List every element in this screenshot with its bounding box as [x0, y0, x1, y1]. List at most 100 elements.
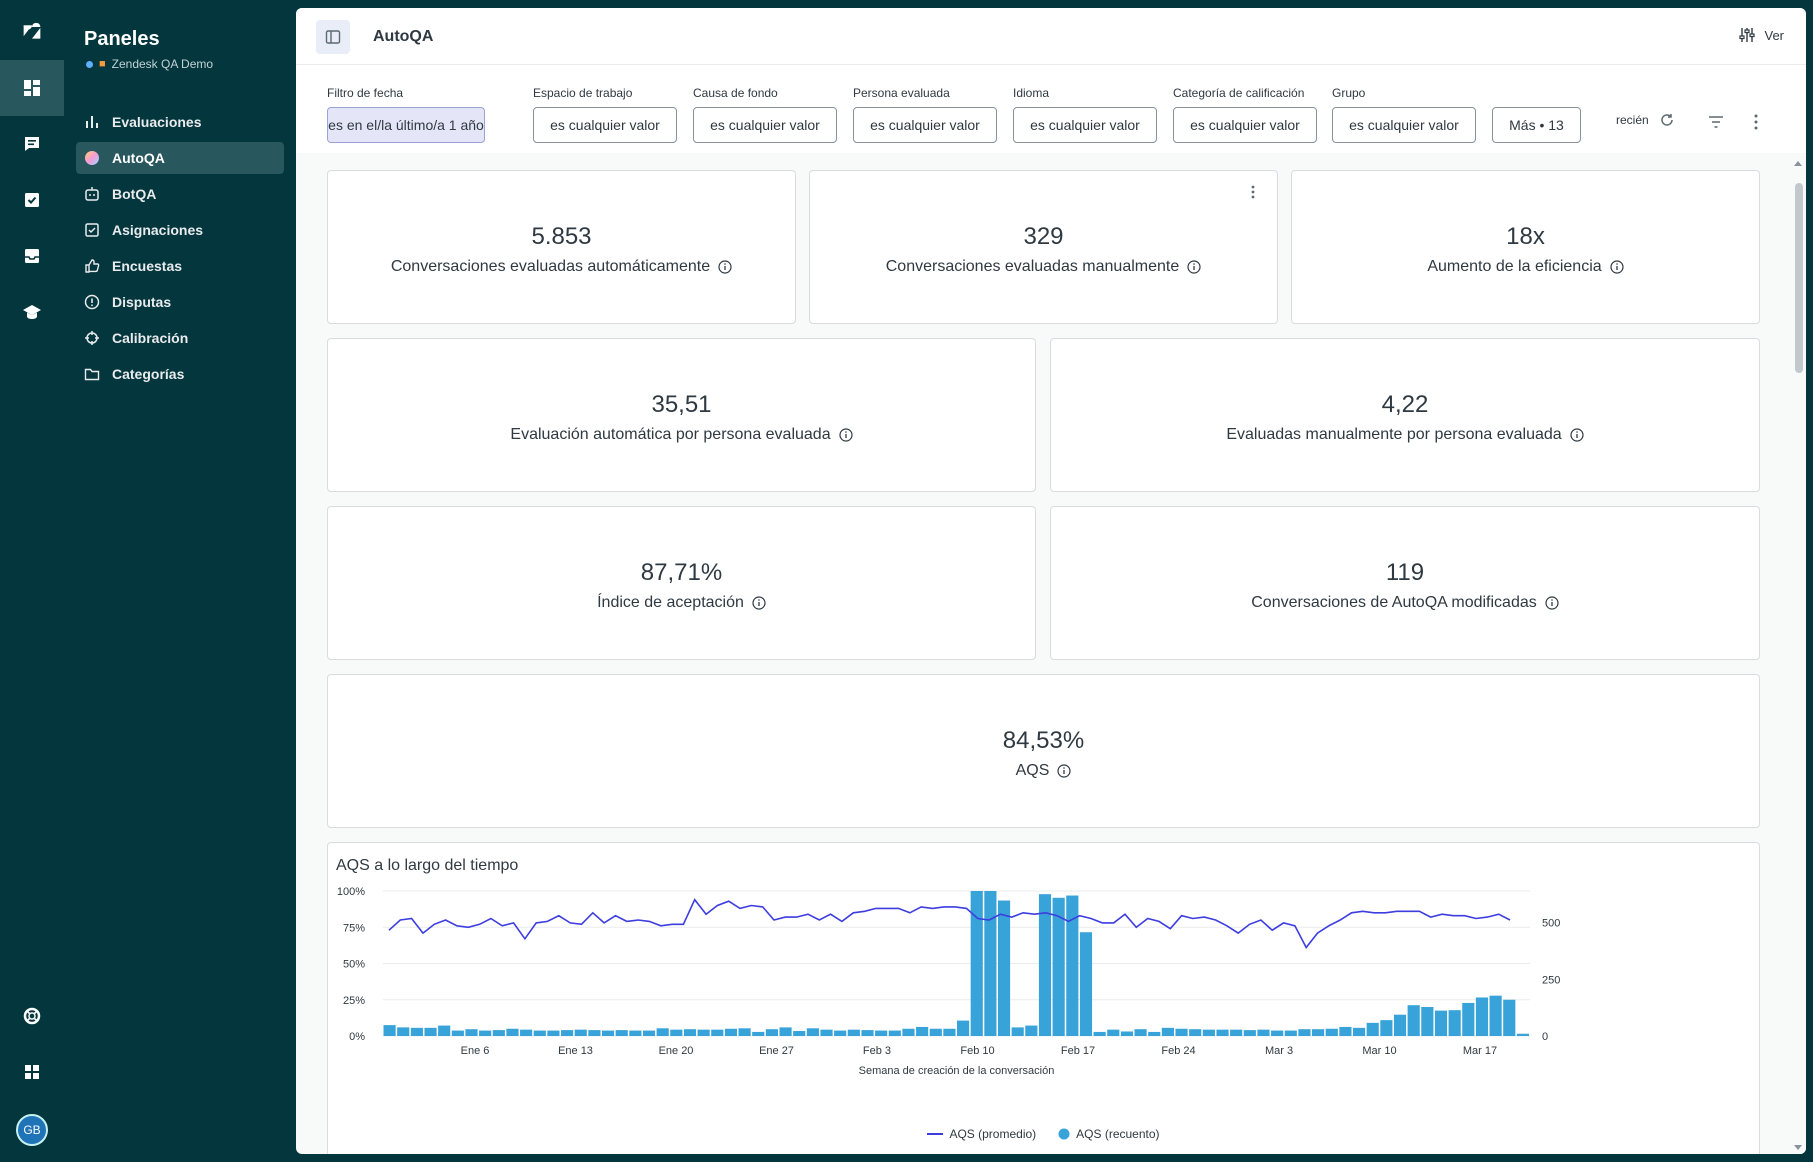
top-bar: AutoQA Ver — [296, 8, 1806, 65]
chart-bar — [1475, 997, 1489, 1036]
filter-reviewee-select[interactable]: es cualquier valor — [853, 107, 997, 143]
bot-icon — [85, 187, 99, 201]
filter-root-cause-select[interactable]: es cualquier valor — [693, 107, 837, 143]
kpi-value: 4,22 — [1381, 391, 1429, 418]
chart-bar — [1079, 932, 1093, 1036]
chart-bar — [1066, 895, 1079, 1036]
kpi-card-auto-per-person: 35,51 Evaluación automática por persona … — [327, 338, 1036, 492]
kpi-label: Índice de aceptación — [328, 594, 1035, 612]
chart-bar — [601, 1030, 615, 1036]
avatar[interactable]: GB — [16, 1114, 48, 1146]
info-icon[interactable] — [752, 596, 766, 610]
filter-label — [1492, 86, 1581, 100]
chart-title: AQS a lo largo del tiempo — [336, 857, 519, 874]
chart-bar — [588, 1030, 601, 1036]
chart-legend: AQS (promedio) AQS (recuento) — [328, 1127, 1759, 1141]
filter-date-select[interactable]: es en el/la último/a 1 año — [327, 107, 485, 143]
sidebar-item-encuestas[interactable]: Encuestas — [76, 250, 284, 282]
kpi-value: 119 — [1385, 559, 1425, 586]
chart-bar — [1284, 1030, 1297, 1036]
chart-card-aqs-over-time: AQS a lo largo del tiempo 0% 25% 50% 75% 100… — [327, 842, 1760, 1154]
sidebar-item-calibracion[interactable]: Calibración — [76, 322, 284, 354]
thumbs-up-icon — [85, 259, 100, 273]
sidebar-item-label: BotQA — [112, 186, 157, 202]
legend-item-count[interactable]: AQS (recuento) — [1058, 1127, 1160, 1141]
apps-grid-icon[interactable] — [0, 1044, 64, 1100]
scroll-down-icon[interactable] — [1794, 1145, 1802, 1150]
filter-group: Grupo es cualquier valor — [1332, 86, 1476, 143]
chart-bar — [574, 1029, 587, 1036]
info-icon[interactable] — [1187, 260, 1201, 274]
chart-bar — [1025, 1025, 1038, 1036]
x-tick-label: Feb 3 — [863, 1045, 891, 1057]
filter-group-select[interactable]: es cualquier valor — [1332, 107, 1476, 143]
dot-swatch-icon — [1058, 1128, 1070, 1140]
chart-bar — [642, 1030, 656, 1036]
sidebar-item-categorias[interactable]: Categorías — [76, 358, 284, 390]
info-icon[interactable] — [839, 428, 853, 442]
panel-toggle-button[interactable] — [316, 20, 350, 54]
chart-bar — [1216, 1029, 1229, 1036]
legend-item-average[interactable]: AQS (promedio) — [927, 1127, 1036, 1141]
info-icon[interactable] — [1570, 428, 1584, 442]
sidebar-item-autoqa[interactable]: AutoQA — [76, 142, 284, 174]
x-tick-label: Feb 10 — [960, 1045, 994, 1057]
info-icon[interactable] — [1610, 260, 1624, 274]
inbox-icon[interactable] — [0, 228, 64, 284]
info-icon[interactable] — [1545, 596, 1559, 610]
kpi-label: Evaluación automática por persona evalua… — [328, 426, 1035, 444]
scroll-up-icon[interactable] — [1794, 161, 1802, 166]
x-tick-label: Ene 13 — [558, 1045, 593, 1057]
filter-rating-category-select[interactable]: es cualquier valor — [1173, 107, 1317, 143]
card-menu-icon[interactable] — [1251, 185, 1255, 199]
chart-bar — [1448, 1010, 1461, 1036]
filter-language-select[interactable]: es cualquier valor — [1013, 107, 1157, 143]
sidebar-item-disputas[interactable]: Disputas — [76, 286, 284, 318]
view-button[interactable]: Ver — [1738, 26, 1784, 44]
chart-bar — [943, 1028, 956, 1036]
chart-bar — [1052, 897, 1065, 1036]
info-icon[interactable] — [718, 260, 732, 274]
chart-bar — [875, 1030, 888, 1036]
chart-bar — [1243, 1030, 1256, 1036]
chart-bar — [888, 1030, 901, 1036]
more-filters-button[interactable]: Más • 13 — [1492, 107, 1581, 143]
zendesk-logo[interactable] — [0, 4, 64, 60]
support-icon[interactable] — [0, 988, 64, 1044]
chat-icon[interactable] — [0, 116, 64, 172]
check-square-icon[interactable] — [0, 172, 64, 228]
nav-title: Paneles — [84, 28, 160, 50]
chart-bar — [1202, 1029, 1215, 1036]
chart-bar — [465, 1029, 478, 1036]
sidebar-item-evaluaciones[interactable]: Evaluaciones — [76, 106, 284, 138]
scroll-thumb[interactable] — [1795, 183, 1803, 373]
chart-bar — [1339, 1026, 1352, 1036]
chart-bar — [957, 1020, 970, 1036]
chart-bar — [1230, 1029, 1243, 1036]
filter-lines-icon[interactable] — [1706, 112, 1726, 132]
refresh-button[interactable]: recién — [1616, 112, 1675, 128]
sidebar-item-label: Calibración — [112, 330, 189, 346]
y-left-tick-label: 100% — [337, 886, 365, 898]
crosshair-icon — [85, 331, 99, 345]
workspace-label[interactable]: ■ Zendesk QA Demo — [86, 57, 213, 71]
chart-bar — [656, 1028, 669, 1036]
filter-label: Categoría de calificación — [1173, 86, 1305, 100]
chart-bar — [438, 1025, 451, 1036]
filter-workspace-select[interactable]: es cualquier valor — [533, 107, 677, 143]
info-icon[interactable] — [1057, 764, 1071, 778]
chart-bar — [1120, 1031, 1134, 1036]
kpi-label: Aumento de la eficiencia — [1292, 258, 1759, 276]
filter-label: Filtro de fecha — [327, 86, 404, 100]
bar-chart-icon — [86, 116, 98, 128]
chart-bar — [1407, 1005, 1420, 1036]
scrollbar[interactable] — [1791, 153, 1806, 1154]
kpi-label: Conversaciones evaluadas manualmente — [810, 258, 1277, 276]
dashboard-icon[interactable] — [0, 60, 64, 116]
kpi-card-aqs: 84,53% AQS — [327, 674, 1760, 828]
chart-bar — [1434, 1010, 1448, 1036]
sidebar-item-botqa[interactable]: BotQA — [76, 178, 284, 210]
sidebar-item-asignaciones[interactable]: Asignaciones — [76, 214, 284, 246]
graduation-cap-icon[interactable] — [0, 284, 64, 340]
more-options-icon[interactable] — [1746, 112, 1766, 132]
